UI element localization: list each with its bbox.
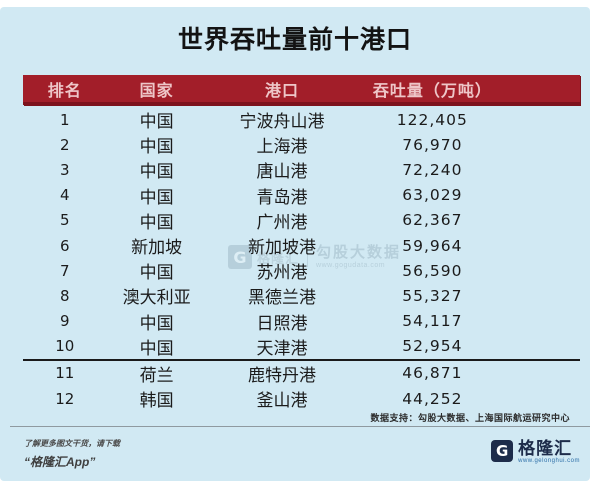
rank-cell: 6: [60, 236, 70, 255]
throughput-cell: 55,327: [402, 286, 463, 305]
page-title: 世界吞吐量前十港口: [177, 26, 412, 54]
table-row: 8 澳大利亚 黑德兰港 55,327: [23, 283, 580, 309]
country-cell: 新加坡: [131, 238, 183, 259]
gelonghui-brand-name: 格隆汇: [518, 439, 573, 458]
table-row: 10 中国 天津港 52,954: [23, 334, 580, 359]
port-cell: 青岛港: [256, 187, 308, 208]
throughput-cell: 54,117: [402, 312, 463, 331]
country-cell: 韩国: [139, 391, 174, 412]
throughput-cell: 44,252: [402, 389, 463, 408]
table-row: 7 中国 苏州港 56,590: [23, 258, 580, 284]
rank-cell: 8: [60, 286, 70, 305]
rank-cell: 12: [55, 389, 75, 408]
port-cell: 新加坡港: [247, 238, 316, 259]
port-cell: 广州港: [256, 212, 308, 233]
footer-promo-line2: “格隆汇App”: [24, 455, 96, 469]
country-cell: 中国: [139, 212, 174, 233]
footer-promo: 了解更多图文干货，请下载 “格隆汇App”: [24, 438, 120, 470]
throughput-cell: 52,954: [402, 337, 463, 356]
header-port: 港口: [264, 82, 299, 100]
table-row: 4 中国 青岛港 63,029: [23, 183, 580, 208]
throughput-cell: 56,590: [402, 261, 463, 280]
port-cell: 黑德兰港: [247, 288, 316, 309]
table-row: 3 中国 唐山港 72,240: [23, 157, 580, 183]
country-cell: 中国: [139, 338, 174, 359]
country-cell: 荷兰: [139, 365, 174, 386]
rank-cell: 9: [60, 312, 70, 331]
port-cell: 宁波舟山港: [239, 112, 325, 133]
country-cell: 中国: [139, 263, 174, 284]
port-cell: 天津港: [256, 338, 308, 359]
table-row: 2 中国 上海港 76,970: [23, 132, 580, 158]
throughput-cell: 59,964: [402, 236, 463, 255]
table-row: 11 荷兰 鹿特丹港 46,871: [23, 358, 580, 386]
gelonghui-logo-icon: G: [491, 440, 514, 462]
gelonghui-brand-url: www.gelonghui.com: [518, 458, 580, 464]
throughput-cell: 72,240: [402, 160, 463, 179]
table-row: 9 中国 日照港 54,117: [23, 309, 580, 334]
rank-cell: 2: [60, 135, 70, 154]
port-cell: 鹿特丹港: [247, 365, 316, 386]
port-cell: 上海港: [256, 137, 308, 158]
footer-promo-line1: 了解更多图文干货，请下载: [24, 439, 120, 448]
throughput-cell: 76,970: [402, 135, 463, 154]
header-country: 国家: [139, 82, 174, 100]
country-cell: 中国: [139, 313, 174, 334]
country-cell: 澳大利亚: [122, 288, 191, 309]
throughput-cell: 62,367: [402, 211, 463, 230]
table-row: 6 新加坡 新加坡港 59,964: [23, 233, 580, 259]
port-cell: 唐山港: [256, 162, 308, 183]
rank-cell: 10: [55, 337, 75, 356]
rank-cell: 3: [60, 160, 70, 179]
country-cell: 中国: [139, 162, 174, 183]
table-row: 5 中国 广州港 62,367: [23, 208, 580, 233]
table-panel: 世界吞吐量前十港口 G 格隆汇 勾股大数据 www.gogudata.com 排…: [0, 7, 590, 481]
table-header-row: 排名 国家 港口 吞吐量（万吨）: [23, 75, 580, 105]
table-row: 12 韩国 釜山港 44,252: [23, 386, 580, 412]
rank-cell: 7: [60, 261, 70, 280]
rank-cell: 11: [55, 364, 75, 383]
port-cell: 釜山港: [256, 391, 308, 412]
port-cell: 苏州港: [256, 263, 308, 284]
country-cell: 中国: [139, 137, 174, 158]
data-source-note: 数据支持：勾股大数据、上海国际航运研究中心: [370, 413, 570, 423]
footer-divider: [10, 426, 590, 427]
country-cell: 中国: [139, 112, 174, 133]
table-body: 1 中国 宁波舟山港 122,405 2 中国 上海港 76,970 3 中国 …: [23, 107, 580, 411]
country-cell: 中国: [139, 187, 174, 208]
table-row: 1 中国 宁波舟山港 122,405: [23, 107, 580, 133]
rank-cell: 4: [60, 186, 70, 205]
throughput-cell: 122,405: [396, 110, 468, 129]
rank-cell: 1: [60, 110, 70, 129]
throughput-cell: 63,029: [402, 186, 463, 205]
rank-cell: 5: [60, 211, 70, 230]
port-cell: 日照港: [256, 313, 308, 334]
header-throughput: 吞吐量（万吨）: [372, 82, 492, 100]
header-rank: 排名: [47, 82, 82, 100]
gelonghui-logo: G 格隆汇 www.gelonghui.com: [491, 440, 580, 464]
throughput-cell: 46,871: [402, 364, 463, 383]
